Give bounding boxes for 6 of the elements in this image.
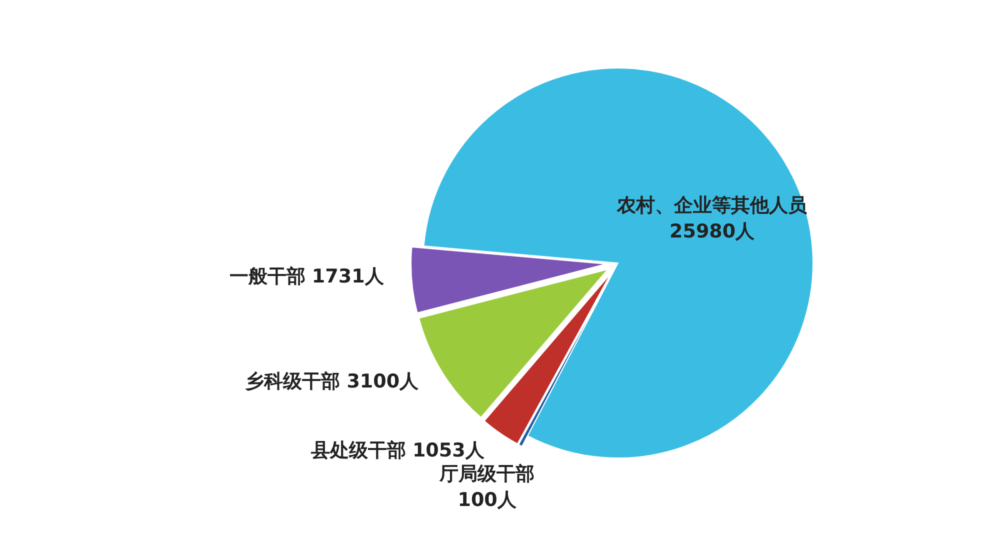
slice-label: 乡科级干部 3100人 — [245, 370, 420, 392]
slice-label: 县处级干部 1053人 — [310, 439, 486, 462]
slice-label: 厅局级干部 — [438, 463, 535, 486]
data-label: 25980人 — [670, 220, 756, 242]
data-label: 100人 — [458, 489, 518, 512]
slice-label: 一般干部 1731人 — [229, 265, 385, 288]
